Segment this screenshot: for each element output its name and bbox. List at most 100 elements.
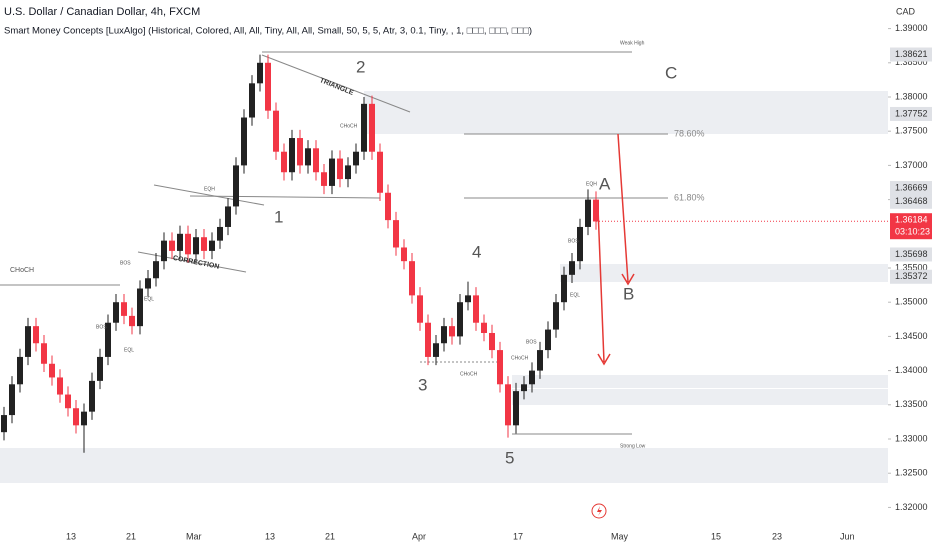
arrow <box>597 207 611 366</box>
x-tick-label: 13 <box>265 531 275 541</box>
level-line <box>189 195 381 199</box>
smc-label: EQH <box>586 181 597 187</box>
candle-body <box>217 226 223 241</box>
zone <box>512 389 888 405</box>
candle-body <box>81 411 87 426</box>
price-label-box <box>890 269 932 284</box>
zones <box>0 91 888 483</box>
candle-body <box>273 110 279 152</box>
candle-body <box>505 384 511 426</box>
zone <box>560 264 888 282</box>
x-tick-label: Mar <box>186 531 202 541</box>
fib-label: 61.80% <box>674 192 705 202</box>
candle-body <box>361 103 367 152</box>
plot <box>1 54 888 453</box>
fib-label: 78.60% <box>674 128 705 138</box>
drawings <box>0 51 668 435</box>
x-tick-label: 13 <box>66 531 76 541</box>
price-label: 1.35698 <box>895 249 928 259</box>
candle-body <box>49 363 55 378</box>
candle-body <box>105 322 111 357</box>
candle-body <box>489 332 495 351</box>
candle-body <box>345 165 351 180</box>
smc-label: EQL <box>570 292 580 298</box>
candle-body <box>33 326 39 344</box>
y-tick-label: 1.32000 <box>895 502 928 512</box>
candle-body <box>97 356 103 381</box>
chart-title: U.S. Dollar / Canadian Dollar, 4h, FXCM <box>4 6 200 18</box>
candle-body <box>225 206 231 227</box>
candle-body <box>161 240 167 262</box>
last-price-box <box>890 213 932 240</box>
event-icon[interactable] <box>591 503 607 519</box>
candle-body <box>233 165 239 207</box>
x-axis-labels: 13 21 Mar 13 21 Apr 17 May 15 23 Jun <box>66 531 855 541</box>
candle-body <box>521 384 527 392</box>
x-tick-label: 17 <box>513 531 523 541</box>
countdown: 03:10:23 <box>895 227 930 237</box>
candle-body <box>201 237 207 251</box>
candle-body <box>529 370 535 385</box>
candle-body <box>385 192 391 221</box>
price-label-box <box>890 194 932 209</box>
y-tick-label: 1.32500 <box>895 468 928 478</box>
candle-body <box>353 151 359 166</box>
last-price-label: 1.36184 <box>895 215 928 225</box>
candle-body <box>289 138 295 173</box>
candle-body <box>153 261 159 279</box>
y-tick-label: 1.39000 <box>895 23 928 33</box>
indicator-title: Smart Money Concepts [LuxAlgo] (Historic… <box>4 26 532 37</box>
y-tick-label: 1.35500 <box>895 262 928 272</box>
candle-body <box>561 274 567 303</box>
candle-body <box>417 295 423 323</box>
candle-body <box>65 394 71 409</box>
price-label-box <box>890 181 932 196</box>
candle-body <box>585 199 591 227</box>
candle-body <box>369 103 375 152</box>
candle-body <box>257 62 263 84</box>
candle-body <box>169 240 175 251</box>
candle-body <box>545 329 551 351</box>
candle-body <box>401 247 407 262</box>
price-label-box <box>890 247 932 262</box>
candle-body <box>89 380 95 412</box>
x-tick-label: Apr <box>412 531 426 541</box>
candle-body <box>337 158 343 180</box>
x-tick-label: 23 <box>772 531 782 541</box>
candle-body <box>393 220 399 248</box>
x-tick-label: May <box>611 531 629 541</box>
candle-body <box>193 237 199 255</box>
candle-body <box>313 148 319 173</box>
candle-body <box>1 415 7 433</box>
candle-body <box>73 408 79 426</box>
price-label-box <box>890 106 932 121</box>
zone <box>512 375 888 388</box>
candle-body <box>121 302 127 316</box>
y-axis: 1.390001.385001.380001.375001.370001.365… <box>888 23 932 512</box>
smc-label: CHoCH <box>340 123 358 129</box>
pattern-label: TRIANGLE <box>319 77 355 97</box>
wave-label: C <box>665 63 677 82</box>
candle-body <box>425 322 431 357</box>
candle-body <box>265 62 271 111</box>
smc-label: EQL <box>144 296 154 302</box>
swing-label: Strong Low <box>620 443 646 449</box>
candle-body <box>249 83 255 118</box>
swing-label: Weak High <box>620 40 645 46</box>
y-tick-label: 1.35000 <box>895 297 928 307</box>
candle-body <box>241 117 247 166</box>
smc-label: CHoCH <box>460 371 478 377</box>
x-tick-label: 21 <box>126 531 136 541</box>
candle-body <box>305 148 311 166</box>
wave-label: B <box>623 284 634 303</box>
smc-label: CHoCH <box>10 267 34 274</box>
x-tick-label: Jun <box>840 531 855 541</box>
candle-body <box>57 377 63 395</box>
candle-body <box>281 151 287 173</box>
candle-body <box>569 261 575 275</box>
y-tick-label: 1.33000 <box>895 433 928 443</box>
candle-body <box>513 391 519 426</box>
candle-body <box>457 302 463 337</box>
candle-body <box>113 302 119 323</box>
candle-body <box>409 261 415 296</box>
